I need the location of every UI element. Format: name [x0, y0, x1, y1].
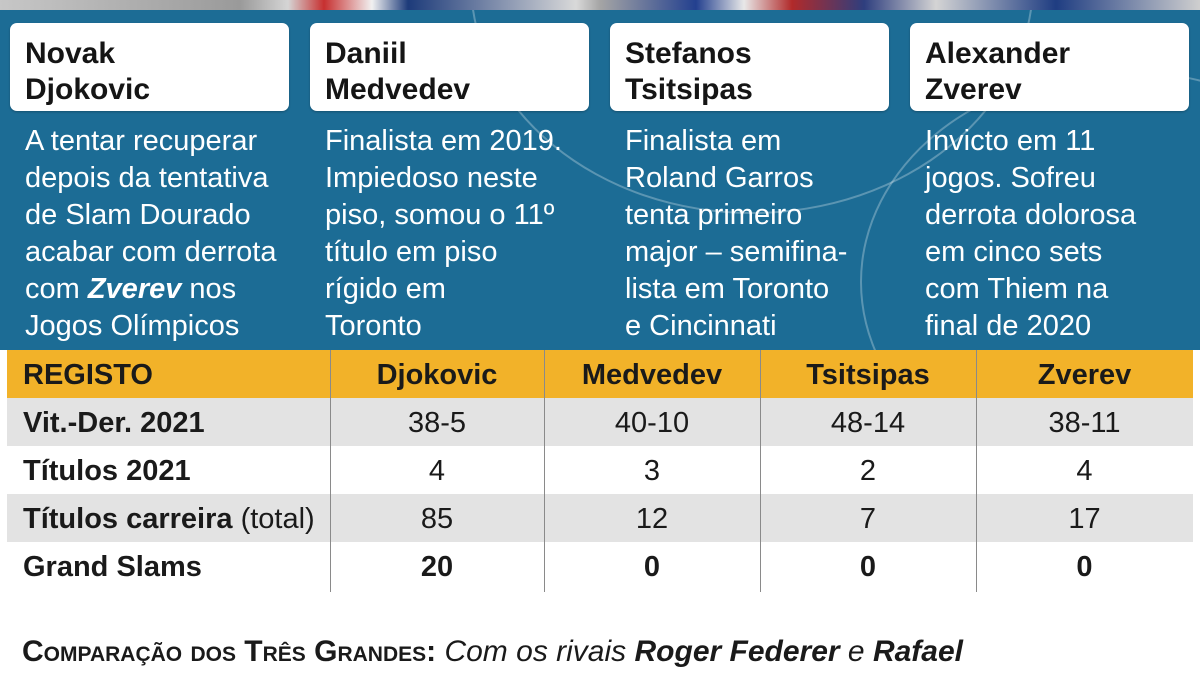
header-cell: Djokovic: [376, 359, 498, 391]
players-panel: Novak Djokovic Daniil Medvedev Stefanos …: [0, 10, 1200, 350]
table-cell: 17: [1068, 503, 1101, 535]
table-cell: 12: [635, 503, 669, 535]
row-label: Títulos carreira (total): [23, 503, 315, 535]
player-name: Novak Djokovic: [25, 37, 151, 106]
header-cell: Zverev: [1037, 359, 1132, 391]
table-cell: 20: [420, 551, 454, 583]
row-label: Grand Slams: [23, 551, 202, 583]
table-row: Vit.-Der. 2021 38-5 40-10 48-14 38-11: [7, 398, 1193, 446]
table-cell: 0: [1076, 551, 1093, 583]
table-row: Títulos carreira (total) 85 12 7 17: [7, 494, 1193, 542]
column-divider: [544, 350, 545, 592]
player-card-zverev: Alexander Zverev: [910, 23, 1189, 111]
table-cell: 85: [420, 503, 454, 535]
player-name: Daniil Medvedev: [325, 37, 471, 106]
table-row: Títulos 2021 4 3 2 4: [7, 446, 1193, 494]
header-cell: Medvedev: [581, 359, 723, 391]
player-bio-zverev: Invicto em 11 jogos. Sofreu derrota dolo…: [925, 125, 1137, 342]
player-card-tsitsipas: Stefanos Tsitsipas: [610, 23, 889, 111]
player-name: Stefanos Tsitsipas: [625, 37, 753, 106]
table-cell: 0: [643, 551, 661, 583]
table-cell: 4: [1076, 455, 1093, 487]
column-divider: [976, 350, 977, 592]
table-cell: 38-5: [407, 407, 467, 439]
player-bio-djokovic: A tentar recuperar depois da tentativa d…: [25, 125, 277, 342]
header-cell: Tsitsipas: [806, 359, 930, 391]
player-bio-tsitsipas: Finalista em Roland Garros tenta primeir…: [625, 125, 848, 342]
table-cell: 4: [428, 455, 446, 487]
player-card-djokovic: Novak Djokovic: [10, 23, 289, 111]
table-cell: 48-14: [830, 407, 906, 439]
table-cell: 40-10: [614, 407, 690, 439]
table-row: Grand Slams 20 0 0 0: [7, 542, 1193, 590]
table-cell: 38-11: [1048, 407, 1121, 439]
player-name: Alexander Zverev: [925, 37, 1071, 106]
column-divider: [760, 350, 761, 592]
table-cell: 3: [643, 455, 661, 487]
header-cell: REGISTO: [23, 359, 153, 391]
table-cell: 2: [859, 455, 877, 487]
column-divider: [330, 350, 331, 592]
table-cell: 7: [859, 503, 877, 535]
row-label: Títulos 2021: [23, 455, 191, 487]
table-header-row: REGISTO Djokovic Medvedev Tsitsipas Zver…: [7, 350, 1193, 398]
row-label: Vit.-Der. 2021: [23, 407, 205, 439]
player-card-medvedev: Daniil Medvedev: [310, 23, 589, 111]
player-bio-medvedev: Finalista em 2019. Impiedoso neste piso,…: [325, 125, 562, 342]
footer-caption: Comparação dos Três Grandes: Com os riva…: [22, 635, 963, 668]
table-cell: 0: [859, 551, 877, 583]
